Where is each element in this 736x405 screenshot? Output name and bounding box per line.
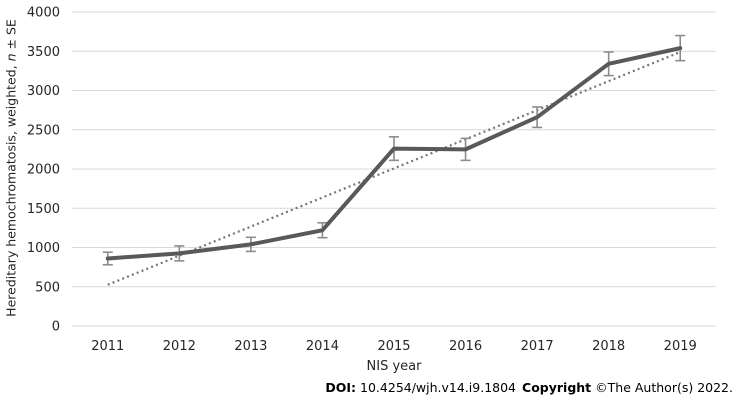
- y-axis-title-prefix: Hereditary hemochromatosis, weighted,: [3, 61, 19, 317]
- y-tick-label: 0: [52, 320, 60, 335]
- x-tick-label: 2011: [91, 339, 124, 354]
- doi-value: 10.4254/wjh.v14.i9.1804: [360, 380, 517, 395]
- x-axis-title: NIS year: [366, 359, 422, 374]
- x-tick-label: 2014: [306, 339, 339, 354]
- x-tick-label: 2019: [664, 339, 697, 354]
- y-tick-label: 1500: [27, 202, 60, 217]
- copyright-value: ©The Author(s) 2022.: [595, 380, 733, 395]
- x-tick-label: 2012: [163, 339, 196, 354]
- doi-label: DOI:: [325, 380, 357, 395]
- x-tick-label: 2016: [449, 339, 482, 354]
- y-tick-label: 2000: [27, 163, 60, 178]
- y-axis-title-italic-n: n: [3, 53, 19, 62]
- y-tick-label: 4000: [27, 6, 60, 21]
- trendline-dotted: [107, 51, 681, 286]
- x-tick-label: 2018: [592, 339, 625, 354]
- copyright-label: Copyright: [522, 380, 592, 395]
- x-tick-label: 2015: [377, 339, 410, 354]
- y-tick-label: 3000: [27, 84, 60, 99]
- chart-svg: 0 500 1000 1500 2000 2500 3000 3500 4000 2011 2012…: [27, 6, 716, 354]
- y-tick-label: 1000: [27, 241, 60, 256]
- y-axis-title-suffix: ± SE: [3, 19, 19, 54]
- x-tick-label: 2017: [521, 339, 554, 354]
- figure-footer: DOI: 10.4254/wjh.v14.i9.1804 Copyright ©The…: [0, 380, 733, 395]
- y-axis-title: Hereditary hemochromatosis, weighted, n …: [4, 19, 19, 317]
- y-tick-label: 3500: [27, 45, 60, 60]
- y-tick-label: 500: [35, 280, 60, 295]
- data-series-line: [105, 46, 683, 261]
- y-tick-label: 2500: [27, 123, 60, 138]
- x-tick-label: 2013: [234, 339, 267, 354]
